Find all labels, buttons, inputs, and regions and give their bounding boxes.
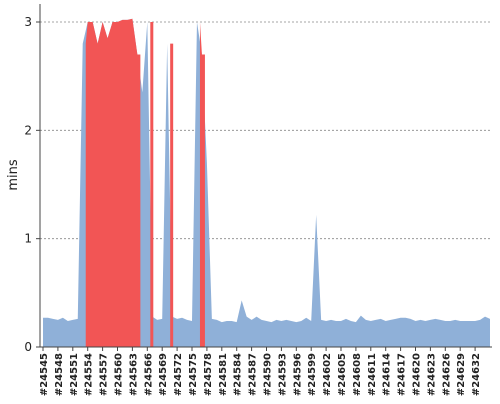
y-tick-label: 2 [24, 123, 32, 137]
x-tick-label: #24590 [263, 353, 274, 396]
x-tick-label: #24575 [188, 353, 199, 396]
highlight-segment-0 [85, 18, 141, 347]
x-tick-label: #24620 [412, 353, 423, 396]
x-tick-label: #24551 [69, 353, 80, 396]
x-tick-label: #24569 [158, 353, 169, 396]
area-series [43, 18, 490, 348]
x-tick-label: #24599 [307, 353, 318, 396]
x-tick-label: #24632 [471, 353, 482, 396]
x-tick-label: #24560 [114, 353, 125, 396]
y-tick-label: 3 [24, 15, 32, 29]
x-tick-label: #24596 [292, 353, 303, 396]
highlight-segment-2 [170, 43, 174, 348]
x-tick-labels: #24545 #24548 #24551 #24554 #24557 #24560 #245… [39, 347, 482, 396]
x-tick-label: #24623 [426, 353, 437, 396]
x-tick-label: #24563 [128, 353, 139, 396]
x-tick-label: #24548 [54, 353, 65, 396]
y-tick-label: 0 [24, 340, 32, 354]
x-tick-label: #24629 [456, 353, 467, 396]
x-tick-label: #24554 [84, 353, 95, 396]
x-tick-label: #24587 [248, 353, 259, 396]
x-tick-label: #24557 [99, 353, 110, 396]
y-axis-label: mins [6, 159, 21, 191]
x-tick-label: #24566 [143, 353, 154, 396]
x-tick-label: #24626 [441, 353, 452, 396]
gridlines [40, 21, 492, 240]
x-tick-label: #24581 [218, 353, 229, 396]
x-tick-label: #24611 [367, 353, 378, 396]
y-tick-labels: 0 1 2 3 [24, 15, 40, 354]
highlight-segment-1 [150, 22, 154, 347]
x-tick-label: #24614 [382, 353, 393, 396]
x-tick-label: #24593 [277, 353, 288, 396]
x-tick-label: #24545 [39, 353, 50, 396]
y-tick-label: 1 [24, 232, 32, 246]
x-tick-label: #24578 [203, 353, 214, 396]
x-tick-label: #24617 [397, 353, 408, 396]
highlight-segment-3 [199, 22, 205, 347]
x-tick-label: #24605 [337, 353, 348, 396]
x-tick-label: #24572 [173, 353, 184, 396]
x-tick-label: #24584 [233, 353, 244, 396]
x-tick-label: #24602 [322, 353, 333, 396]
x-tick-label: #24608 [352, 353, 363, 396]
